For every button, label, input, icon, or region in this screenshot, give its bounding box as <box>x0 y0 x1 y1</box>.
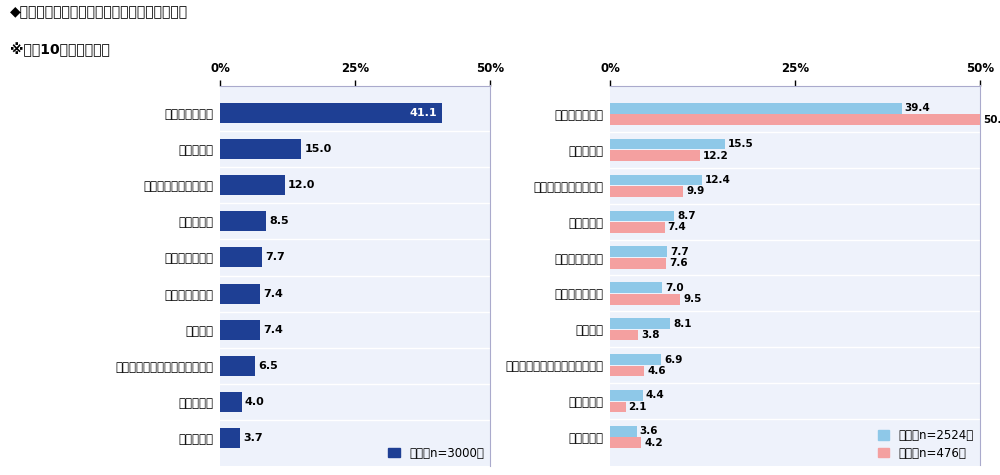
Text: 2.1: 2.1 <box>629 402 647 412</box>
Bar <box>610 150 700 161</box>
Bar <box>610 294 680 304</box>
Bar <box>610 210 674 221</box>
Text: 7.4: 7.4 <box>263 325 283 335</box>
Bar <box>220 139 301 159</box>
Text: 4.6: 4.6 <box>647 366 666 376</box>
Bar <box>220 175 285 195</box>
Bar <box>220 284 260 304</box>
Bar <box>610 103 902 114</box>
Text: 41.1: 41.1 <box>410 108 438 118</box>
Text: 8.7: 8.7 <box>677 211 696 221</box>
Text: 4.2: 4.2 <box>644 438 663 448</box>
Bar <box>610 114 980 125</box>
Bar <box>220 428 240 448</box>
Bar <box>610 175 702 185</box>
Bar <box>610 366 644 376</box>
Text: ◆現在の職業に就くきっかけ［複数回答形式］: ◆現在の職業に就くきっかけ［複数回答形式］ <box>10 5 188 19</box>
Text: 7.4: 7.4 <box>668 222 686 232</box>
Text: 7.7: 7.7 <box>265 252 285 262</box>
Bar <box>610 330 638 341</box>
Bar <box>220 247 262 267</box>
Bar <box>610 354 661 365</box>
Legend: 男性［n=2524］, 女性［n=476］: 男性［n=2524］, 女性［n=476］ <box>878 429 974 460</box>
Text: 7.0: 7.0 <box>665 283 683 293</box>
Text: 8.1: 8.1 <box>673 319 691 329</box>
Bar <box>610 186 683 197</box>
Text: 3.7: 3.7 <box>243 433 263 443</box>
Text: 6.5: 6.5 <box>258 361 278 371</box>
Text: 50.0: 50.0 <box>983 114 1000 124</box>
Text: 7.7: 7.7 <box>670 247 689 257</box>
Text: 9.9: 9.9 <box>686 187 704 197</box>
Text: 3.8: 3.8 <box>641 330 660 340</box>
Text: 12.4: 12.4 <box>705 175 731 185</box>
Text: 6.9: 6.9 <box>664 354 682 364</box>
Text: 39.4: 39.4 <box>905 103 930 113</box>
Text: 7.6: 7.6 <box>669 258 688 268</box>
Bar <box>220 211 266 231</box>
Bar <box>610 318 670 329</box>
Text: 12.0: 12.0 <box>288 180 315 190</box>
Text: 3.6: 3.6 <box>640 427 658 437</box>
Bar <box>610 222 665 233</box>
Legend: 全体［n=3000］: 全体［n=3000］ <box>388 446 484 460</box>
Bar <box>610 139 725 150</box>
Bar <box>220 320 260 340</box>
Text: 12.2: 12.2 <box>703 151 729 161</box>
Bar <box>220 103 442 123</box>
Text: 4.4: 4.4 <box>646 390 664 400</box>
Text: 15.0: 15.0 <box>304 144 331 154</box>
Bar <box>610 282 662 293</box>
Bar <box>610 390 643 401</box>
Bar <box>610 437 641 448</box>
Bar <box>220 356 255 376</box>
Text: ※上位10位までを表示: ※上位10位までを表示 <box>10 43 110 57</box>
Text: 8.5: 8.5 <box>269 216 289 226</box>
Bar <box>610 426 637 437</box>
Bar <box>610 247 667 257</box>
Text: 15.5: 15.5 <box>728 139 753 149</box>
Text: 7.4: 7.4 <box>263 289 283 299</box>
Text: 9.5: 9.5 <box>683 294 702 304</box>
Bar <box>220 392 242 412</box>
Bar <box>610 258 666 269</box>
Bar <box>610 401 626 412</box>
Text: 4.0: 4.0 <box>245 397 265 407</box>
